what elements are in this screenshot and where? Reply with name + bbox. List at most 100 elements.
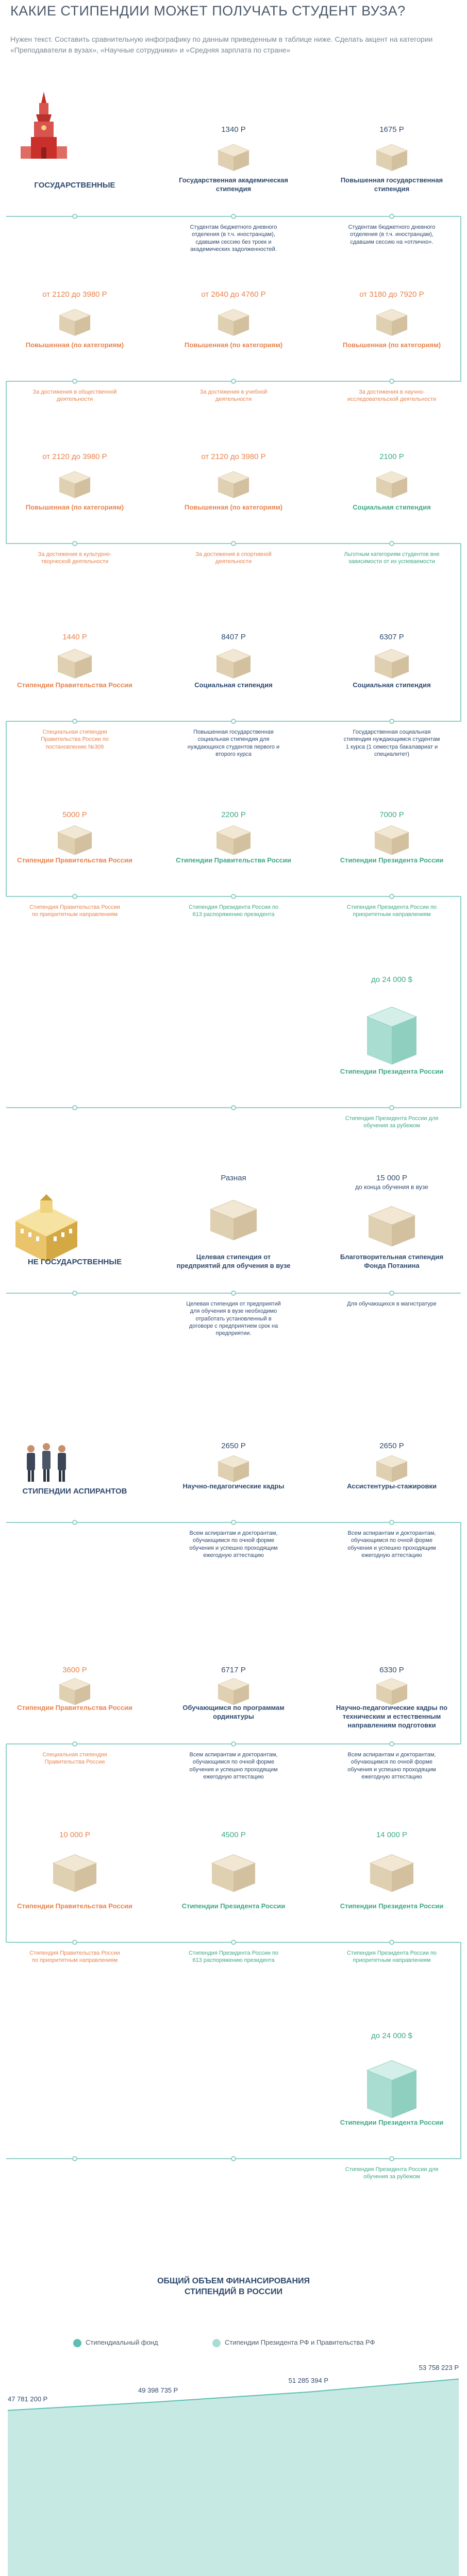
divider-dot [389,2156,394,2161]
money-icon [216,825,251,855]
card-label: Стипендии Правительства России [17,681,132,689]
money-top [57,649,92,663]
money-top [376,1455,408,1468]
money-side [75,839,92,855]
money-icon [218,1455,249,1482]
money-side [59,478,75,492]
card-note: Стипендия Президента России для обучения… [345,2166,439,2180]
money-icon [218,1678,249,1705]
money-side [392,1016,416,1055]
money-icon [59,309,91,336]
money-side [375,839,392,855]
amount: 1675 Р [379,125,404,134]
money-side [58,663,75,679]
card-label: Повышенная государственная стипендия [340,176,443,193]
area [8,2379,459,2576]
money-side [216,839,233,855]
card-label: Стипендии Президента России [181,1902,286,1910]
money-top [376,309,408,322]
money-side [233,1684,249,1699]
money-top [218,1678,249,1691]
money-top [374,649,409,663]
intro-text: Нужен текст. Составить сравнительную инф… [10,35,433,54]
money-icon [209,1200,258,1241]
money-icon [218,144,249,171]
money-side [216,656,233,672]
money-side [59,315,75,330]
money-side [375,656,392,672]
divider-dot [389,1520,394,1525]
money-side [376,478,392,492]
card-note: Стипендия Правительства России по приори… [29,904,120,918]
divider-dot [72,379,77,384]
money-top [216,649,251,663]
area-line [7,2378,459,2411]
card-label: Стипендии Президента России [340,1067,444,1075]
money-top [218,309,249,322]
money-side [75,1684,90,1699]
divider-dot [231,541,236,546]
money-side [233,663,251,679]
money-side [58,832,75,849]
money-side [233,1462,249,1476]
divider-dot [72,1940,77,1945]
money-top [218,471,249,484]
amount: от 2120 до 3980 Р [42,452,107,461]
divider-dot [231,1291,236,1296]
money-top [59,309,91,322]
divider-dot [389,379,394,384]
divider-dot [72,2156,77,2161]
money-top [218,144,249,157]
chart-title: ОБЩИЙ ОБЪЕМ ФИНАНСИРОВАНИЯ СТИПЕНДИЙ В Р… [157,2277,310,2296]
amount: до 24 000 $ [371,975,412,984]
money-icon [376,471,408,498]
value-label: 51 285 394 Р [288,2376,328,2384]
money-side [392,832,409,849]
money-side [218,478,233,492]
card-note: Государственная социальная стипендия нуж… [343,729,440,757]
card-label: Социальная стипендия [194,681,273,689]
money-side [233,315,249,330]
money-icon [374,825,409,855]
money-icon [376,144,408,171]
money-icon [57,649,92,679]
card-label: Научно-педагогические кадры по техническ… [336,1704,448,1729]
card-note: Целевая стипендия от предприятий для обу… [186,1301,281,1337]
card-note: Всем аспирантам и докторантам, обучающим… [347,1752,436,1780]
money-side [75,315,90,330]
card-label: Стипендии Правительства России [17,1902,132,1910]
money-top [211,1854,256,1872]
card-note: За достижения в культурно-творческой дея… [38,551,112,565]
divider-dot [389,541,394,546]
money-side [216,663,233,679]
money-top [366,1006,418,1027]
amount: 2650 Р [221,1442,246,1450]
amount: от 2120 до 3980 Р [201,452,266,461]
money-side [233,1863,255,1884]
divider-dot [72,541,77,546]
card-label: Благотворительная стипендия Фонда Потани… [340,1253,444,1269]
money-side [75,656,92,672]
money-side [210,1209,233,1231]
divider-dot [389,719,394,724]
money-side [370,1863,392,1884]
amount: 6330 Р [379,1666,404,1674]
money-side [367,2070,392,2109]
divider-dot [231,1940,236,1945]
amount: 2200 Р [221,810,246,819]
amount: до 24 000 $ [371,2031,412,2040]
money-top [216,825,251,840]
money-icon [218,309,249,336]
money-side [218,1684,233,1699]
divider-dot [389,1105,394,1110]
amount: 6307 Р [379,633,404,641]
divider-dot [389,894,394,899]
section-title: СТИПЕНДИИ АСПИРАНТОВ [22,1487,127,1496]
amount: 5000 Р [62,810,87,819]
money-side [233,478,249,492]
kremlin-icon [21,92,67,159]
money-side [376,315,392,330]
amount: от 2120 до 3980 Р [42,290,107,299]
